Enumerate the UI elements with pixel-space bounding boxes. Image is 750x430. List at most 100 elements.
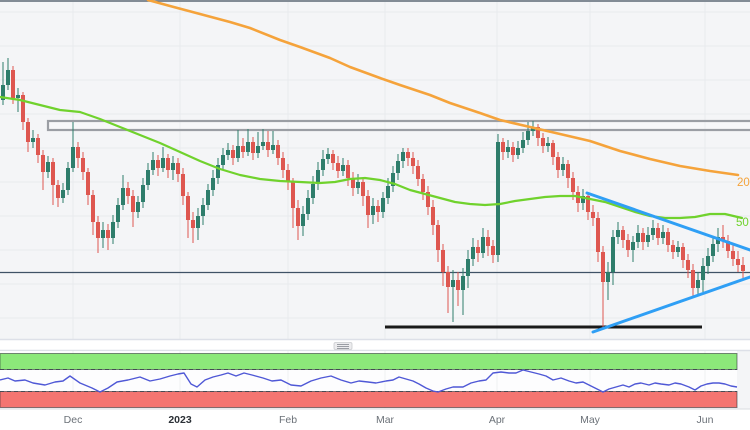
candle[interactable] (696, 272, 700, 295)
candle[interactable] (371, 198, 375, 224)
candle[interactable] (731, 245, 735, 266)
candle[interactable] (511, 142, 515, 162)
oversold-band[interactable] (0, 391, 738, 408)
candle[interactable] (321, 150, 325, 176)
candle[interactable] (311, 176, 315, 204)
candle[interactable] (676, 241, 680, 257)
candle[interactable] (36, 134, 40, 163)
candle[interactable] (601, 246, 605, 327)
candle[interactable] (216, 158, 220, 184)
candle[interactable] (166, 154, 170, 178)
candle[interactable] (211, 170, 215, 196)
candle[interactable] (121, 175, 125, 210)
candle[interactable] (326, 148, 330, 164)
oscillator-pane[interactable] (0, 351, 738, 408)
price-levels[interactable] (0, 119, 750, 329)
overbought-band[interactable] (0, 353, 738, 370)
candle[interactable] (21, 92, 25, 130)
candle[interactable] (471, 238, 475, 266)
candle[interactable] (496, 134, 500, 262)
candle[interactable] (581, 189, 585, 210)
trendline-descending[interactable] (585, 191, 750, 252)
candle[interactable] (591, 205, 595, 226)
candle[interactable] (261, 129, 265, 150)
candle[interactable] (101, 222, 105, 248)
candle[interactable] (61, 183, 65, 203)
candle[interactable] (181, 168, 185, 205)
candle[interactable] (256, 132, 260, 158)
candle[interactable] (586, 192, 590, 220)
candle[interactable] (271, 131, 275, 154)
candle[interactable] (56, 180, 60, 207)
candle[interactable] (291, 178, 295, 228)
candle[interactable] (81, 152, 85, 180)
candle[interactable] (646, 227, 650, 247)
candle[interactable] (556, 152, 560, 178)
candle[interactable] (26, 118, 30, 152)
candle[interactable] (521, 132, 525, 153)
candle[interactable] (186, 192, 190, 238)
candle[interactable] (401, 148, 405, 168)
sma-200-line[interactable] (146, 0, 740, 177)
candle[interactable] (176, 158, 180, 182)
candle[interactable] (461, 268, 465, 315)
candle[interactable] (376, 200, 380, 222)
candle[interactable] (366, 190, 370, 228)
candle[interactable] (266, 131, 270, 157)
candle[interactable] (406, 148, 410, 166)
candle[interactable] (391, 166, 395, 192)
candle[interactable] (651, 220, 655, 240)
separator-grip-handle[interactable] (333, 342, 353, 350)
candle[interactable] (411, 152, 415, 174)
oscillator-line[interactable] (0, 369, 738, 393)
candle[interactable] (136, 196, 140, 218)
candle[interactable] (66, 162, 70, 195)
candle[interactable] (736, 251, 740, 272)
candle[interactable] (131, 190, 135, 227)
candle[interactable] (691, 264, 695, 298)
candle[interactable] (436, 220, 440, 262)
candle[interactable] (741, 257, 745, 278)
candle[interactable] (301, 206, 305, 236)
candle[interactable] (711, 236, 715, 262)
candle[interactable] (466, 250, 470, 288)
candle[interactable] (246, 129, 250, 156)
candle[interactable] (196, 208, 200, 240)
x-axis[interactable]: Dec 2023 Feb Mar Apr May Jun (0, 408, 750, 430)
candle[interactable] (241, 138, 245, 158)
candle[interactable] (51, 158, 55, 205)
candle[interactable] (636, 225, 640, 248)
candle[interactable] (236, 130, 240, 162)
candle[interactable] (726, 235, 730, 258)
candle[interactable] (286, 164, 290, 190)
candle[interactable] (71, 122, 75, 172)
candle[interactable] (296, 200, 300, 240)
candle[interactable] (441, 244, 445, 286)
candle[interactable] (221, 148, 225, 170)
candle[interactable] (616, 222, 620, 244)
candle[interactable] (641, 228, 645, 250)
candle[interactable] (671, 240, 675, 259)
candle[interactable] (331, 150, 335, 170)
resistance-zone-rectangle[interactable] (46, 119, 750, 132)
candle[interactable] (86, 168, 90, 205)
candle[interactable] (191, 212, 195, 243)
candle[interactable] (76, 142, 80, 168)
candle[interactable] (341, 158, 345, 176)
candle[interactable] (451, 270, 455, 322)
candle[interactable] (426, 186, 430, 215)
candle[interactable] (506, 140, 510, 158)
candle[interactable] (481, 228, 485, 258)
candle[interactable] (381, 192, 385, 218)
candle[interactable] (566, 160, 570, 188)
candle[interactable] (156, 155, 160, 176)
candles[interactable] (1, 58, 745, 327)
candle[interactable] (656, 223, 660, 245)
candle[interactable] (46, 156, 50, 178)
candle[interactable] (361, 178, 365, 206)
candle[interactable] (661, 225, 665, 244)
candle[interactable] (621, 226, 625, 248)
candle[interactable] (91, 190, 95, 235)
candle[interactable] (606, 262, 610, 300)
